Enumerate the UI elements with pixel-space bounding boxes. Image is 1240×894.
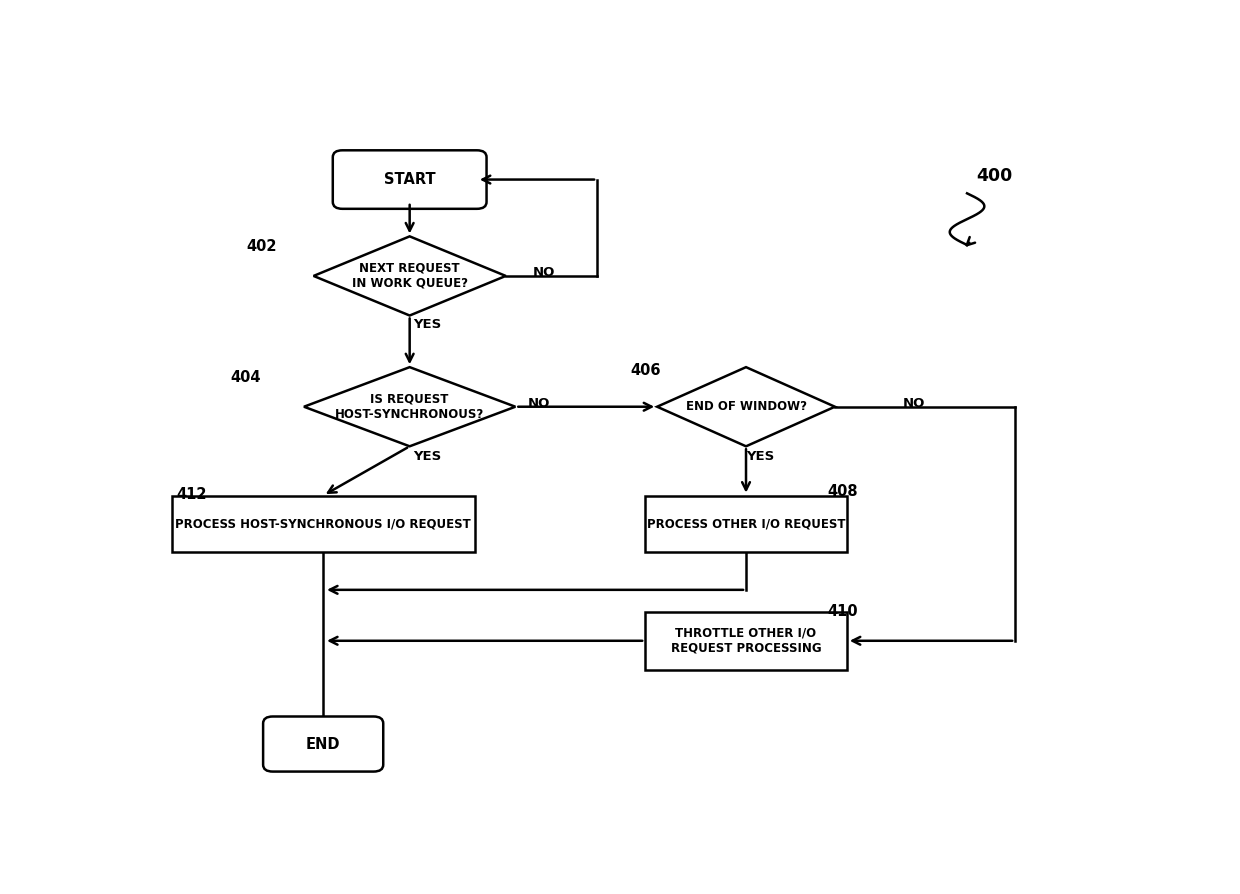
Polygon shape [314,236,506,316]
Text: YES: YES [413,317,441,331]
Text: 412: 412 [176,486,207,502]
FancyBboxPatch shape [263,716,383,772]
Polygon shape [657,367,835,446]
Text: NO: NO [903,397,925,409]
FancyBboxPatch shape [332,150,486,209]
Text: THROTTLE OTHER I/O
REQUEST PROCESSING: THROTTLE OTHER I/O REQUEST PROCESSING [671,627,821,654]
Text: 406: 406 [631,364,661,378]
Text: NO: NO [528,397,551,409]
Text: PROCESS OTHER I/O REQUEST: PROCESS OTHER I/O REQUEST [647,518,846,530]
Text: IS REQUEST
HOST-SYNCHRONOUS?: IS REQUEST HOST-SYNCHRONOUS? [335,392,485,421]
Text: END: END [306,737,341,752]
Text: PROCESS HOST-SYNCHRONOUS I/O REQUEST: PROCESS HOST-SYNCHRONOUS I/O REQUEST [175,518,471,530]
Text: START: START [384,172,435,187]
Text: 404: 404 [229,370,260,385]
Text: 408: 408 [828,484,858,499]
Bar [645,495,847,552]
Text: YES: YES [413,451,441,463]
Text: NEXT REQUEST
IN WORK QUEUE?: NEXT REQUEST IN WORK QUEUE? [352,262,467,290]
Bar [645,611,847,670]
Text: YES: YES [746,451,775,463]
Text: 410: 410 [828,603,858,619]
Text: 402: 402 [247,239,277,254]
Bar [172,495,475,552]
Polygon shape [304,367,516,446]
Text: NO: NO [533,266,556,279]
Text: END OF WINDOW?: END OF WINDOW? [686,401,806,413]
Text: 400: 400 [977,167,1013,185]
